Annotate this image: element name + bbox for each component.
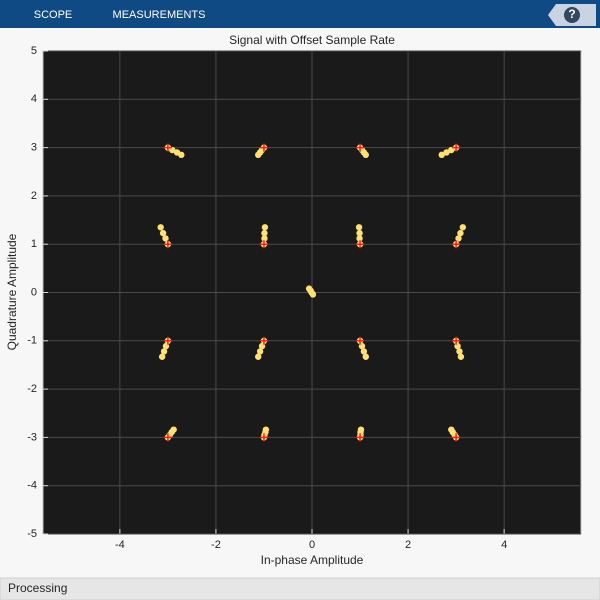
reference-point — [452, 240, 461, 249]
reference-point — [259, 240, 268, 249]
reference-point — [163, 336, 172, 345]
received-point — [357, 426, 365, 433]
received-point — [169, 146, 176, 154]
reference-point — [163, 433, 172, 442]
received-point — [160, 348, 168, 355]
reference-point — [452, 143, 461, 152]
reference-point — [356, 240, 365, 249]
received-point — [456, 348, 463, 355]
received-point — [170, 426, 177, 433]
y-tick-label: -3 — [27, 431, 37, 443]
reference-point — [356, 143, 365, 152]
received-point — [261, 229, 268, 237]
received-point — [178, 151, 185, 159]
received-point — [356, 229, 363, 237]
received-point — [360, 348, 368, 355]
x-tick-label: 2 — [405, 539, 411, 551]
x-axis-label: In-phase Amplitude — [261, 553, 364, 567]
y-tick-label: 0 — [31, 286, 37, 298]
reference-point — [259, 143, 268, 152]
y-tick-label: -5 — [27, 528, 37, 540]
tab[interactable]: SCOPE — [34, 9, 73, 21]
help-icon[interactable] — [564, 7, 580, 23]
received-point — [459, 224, 467, 231]
chart-title: Signal with Offset Sample Rate — [229, 33, 395, 47]
tab[interactable]: MEASUREMENTS — [113, 9, 206, 21]
reference-point — [163, 143, 172, 152]
received-point — [356, 235, 363, 242]
received-point — [457, 353, 465, 360]
received-point — [355, 224, 363, 231]
received-point — [261, 224, 269, 231]
reference-point — [452, 433, 461, 442]
received-point — [362, 151, 369, 159]
received-point — [438, 151, 445, 159]
status-bar — [0, 577, 600, 600]
plot: -4 -2 0 2 4 -5 -4 -3 -2 -1 0 1 2 3 4 5 — [27, 45, 581, 551]
reference-point — [163, 240, 172, 249]
y-axis-label: Quadrature Amplitude — [5, 233, 19, 350]
y-tick-label: -4 — [27, 480, 37, 492]
received-point — [256, 348, 264, 355]
x-tick-label: -2 — [211, 539, 221, 551]
y-tick-label: -2 — [27, 383, 37, 395]
x-tick-label: 4 — [501, 539, 507, 551]
reference-point — [356, 336, 365, 345]
y-tick-label: 1 — [31, 238, 37, 250]
x-tick-label: 0 — [309, 539, 315, 551]
received-point — [448, 426, 455, 433]
received-point — [255, 353, 262, 360]
y-tick-label: 3 — [31, 142, 37, 154]
reference-point — [259, 433, 268, 442]
received-point — [443, 149, 450, 156]
y-tick-label: 4 — [31, 93, 37, 105]
received-point — [448, 146, 455, 154]
received-point — [158, 353, 166, 360]
received-point — [157, 224, 164, 231]
y-tick-label: -1 — [27, 335, 37, 347]
reference-point — [452, 336, 461, 345]
reference-point — [259, 336, 268, 345]
status-text: Processing — [8, 581, 67, 595]
toolbar — [0, 0, 600, 28]
received-point — [261, 235, 268, 242]
help-text[interactable]: ? — [568, 7, 575, 21]
received-point — [262, 426, 270, 433]
received-point — [162, 235, 169, 242]
received-point — [159, 229, 167, 237]
received-point — [309, 291, 317, 298]
y-tick-label: 5 — [31, 45, 37, 57]
received-point — [255, 151, 262, 159]
received-point — [455, 235, 462, 242]
received-point — [457, 229, 464, 237]
received-point — [362, 353, 369, 360]
reference-point — [356, 433, 365, 442]
y-tick-label: 2 — [31, 190, 37, 202]
x-tick-label: -4 — [115, 539, 125, 551]
